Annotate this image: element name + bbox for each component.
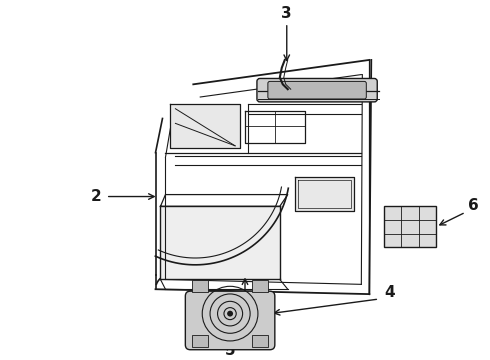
Bar xyxy=(161,206,280,279)
Text: 3: 3 xyxy=(281,6,292,21)
Bar xyxy=(294,177,354,211)
Bar xyxy=(192,280,208,292)
Circle shape xyxy=(227,311,233,316)
Bar xyxy=(192,335,208,347)
Text: 5: 5 xyxy=(225,343,235,358)
Text: 1: 1 xyxy=(240,301,250,316)
Text: 2: 2 xyxy=(91,189,101,204)
Bar xyxy=(252,280,268,292)
Bar xyxy=(384,206,436,247)
Bar xyxy=(252,335,268,347)
FancyBboxPatch shape xyxy=(257,78,377,102)
FancyBboxPatch shape xyxy=(268,81,367,99)
Text: 6: 6 xyxy=(468,198,479,213)
FancyBboxPatch shape xyxy=(185,291,275,350)
Text: 4: 4 xyxy=(384,285,394,300)
Bar xyxy=(171,104,240,148)
